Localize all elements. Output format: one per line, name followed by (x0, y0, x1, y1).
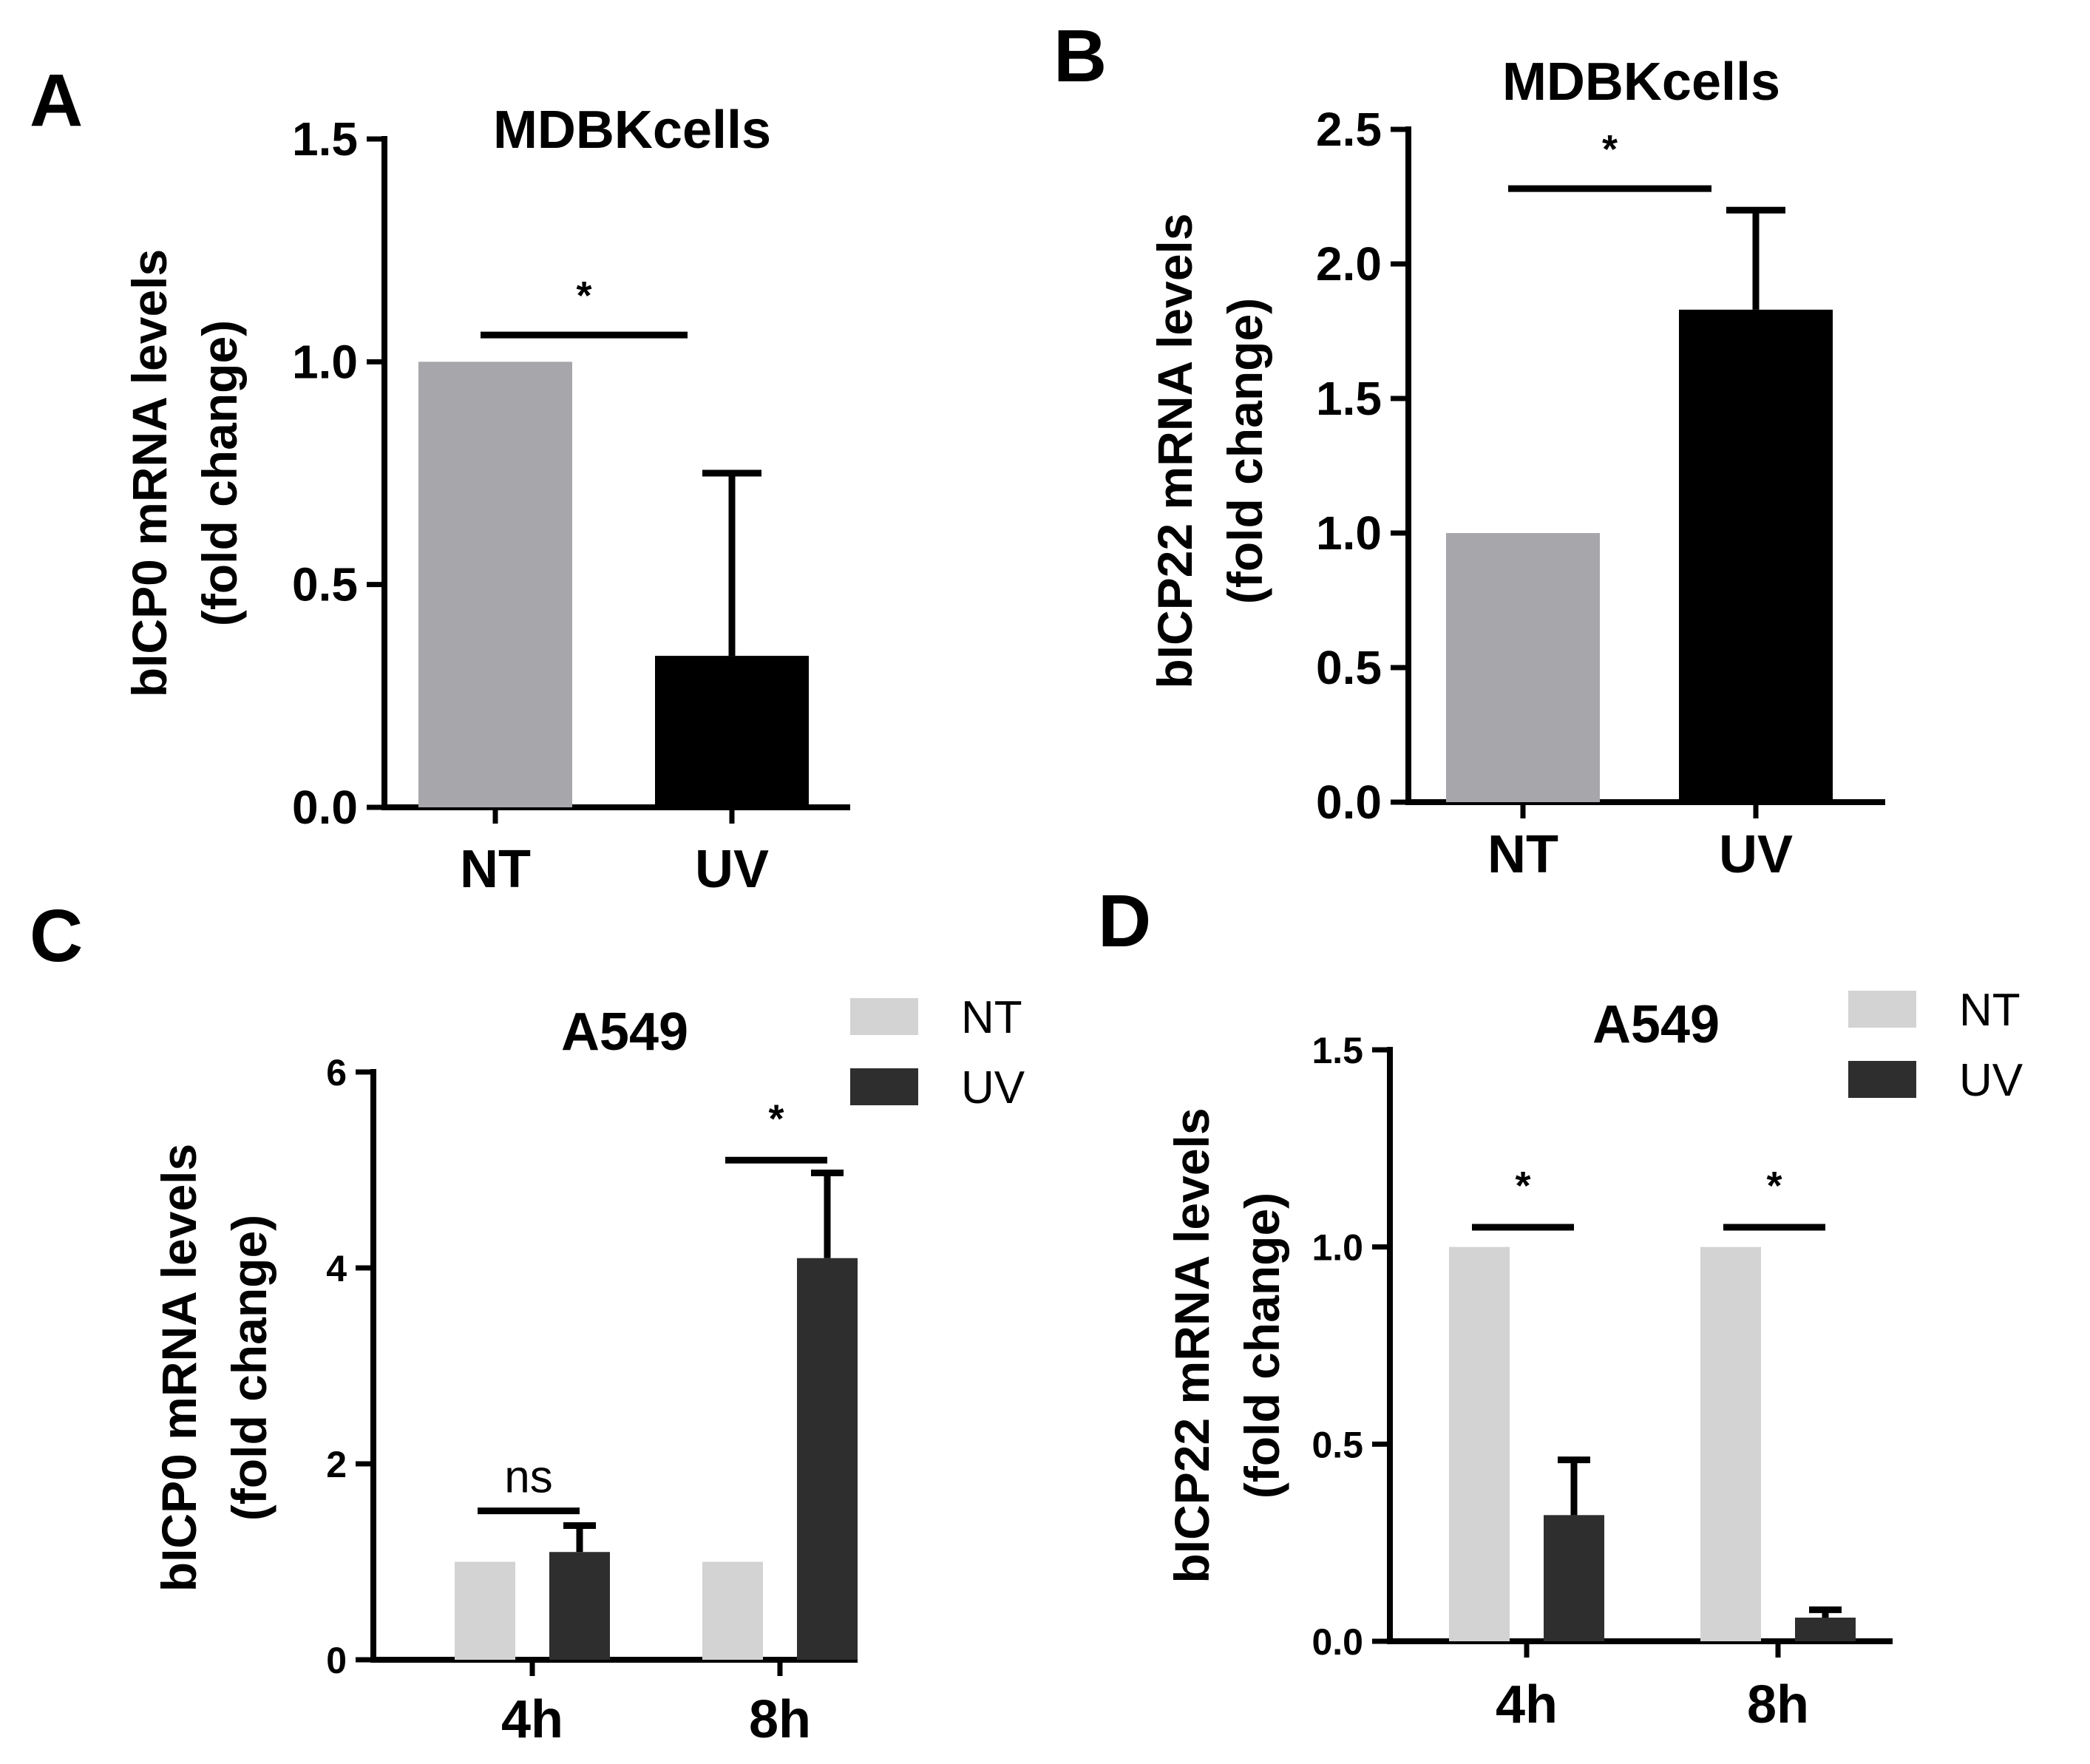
chart-title: A549 (1592, 995, 1720, 1054)
y-tick-label: 4 (326, 1248, 347, 1289)
y-axis-label-unit: (fold change) (1235, 1193, 1289, 1499)
chart-title: A549 (561, 1003, 688, 1062)
significance-label: * (1515, 1164, 1530, 1208)
legend-label: UV (1959, 1055, 2023, 1106)
chart-title: MDBKcells (1502, 52, 1780, 112)
y-tick-label: 6 (326, 1052, 347, 1093)
bar-nt (418, 362, 572, 807)
panel-label-c: C (30, 895, 83, 977)
y-tick-label: 0.0 (1312, 1621, 1363, 1663)
legend-swatch-uv (850, 1068, 918, 1105)
significance-label: * (576, 274, 591, 318)
x-tick-label: 8h (1747, 1675, 1809, 1734)
y-axis-label: bICP22 mRNA levels (1164, 1107, 1219, 1583)
x-tick-label: NT (460, 840, 531, 899)
y-tick-label: 2 (326, 1444, 347, 1485)
bar-uv-8h (1795, 1618, 1856, 1641)
legend-swatch-nt (850, 998, 918, 1035)
bar-uv-4h (1544, 1515, 1604, 1641)
y-tick-label: 2.5 (1316, 103, 1382, 156)
legend-swatch-nt (1848, 991, 1916, 1028)
y-tick-label: 2.0 (1316, 237, 1382, 291)
y-tick-label: 1.5 (1312, 1030, 1363, 1071)
x-tick-label: 4h (501, 1690, 563, 1749)
bar-uv-4h (549, 1552, 610, 1660)
y-tick-label: 1.0 (1312, 1227, 1363, 1269)
bar-uv (655, 656, 809, 807)
bar-uv-8h (797, 1258, 858, 1660)
bar-nt-8h (702, 1561, 763, 1660)
legend-label: NT (1959, 985, 2021, 1036)
significance-label: * (1766, 1164, 1782, 1208)
y-tick-label: 0.5 (1312, 1424, 1363, 1465)
bar-nt-8h (1700, 1246, 1761, 1641)
y-axis-label: bICP0 mRNA levels (122, 249, 177, 697)
chart-c: A549 bICP0 mRNA levels (fold change) 0 2 4 6 4h… (152, 992, 1025, 1749)
significance-label: * (1602, 127, 1618, 172)
y-tick-label: 0.5 (1316, 641, 1382, 694)
significance-label: * (768, 1096, 784, 1141)
chart-b: MDBKcells bICP22 mRNA levels (fold change)… (1147, 52, 1885, 884)
chart-a: MDBKcells bICP0 mRNA levels (fold change) 0… (122, 101, 850, 899)
panel-label-d: D (1098, 880, 1151, 963)
legend-label: UV (961, 1062, 1025, 1113)
panel-label-a: A (30, 59, 83, 142)
y-tick-label: 0 (326, 1640, 347, 1681)
y-axis-label-unit: (fold change) (222, 1215, 276, 1521)
x-tick-label: 4h (1496, 1675, 1558, 1734)
y-axis-label: bICP0 mRNA levels (152, 1144, 206, 1592)
y-tick-label: 1.5 (292, 112, 358, 166)
legend-swatch-uv (1848, 1061, 1916, 1098)
y-tick-label: 0.5 (292, 558, 358, 611)
y-tick-label: 0.0 (1316, 776, 1382, 829)
x-tick-label: NT (1487, 825, 1558, 884)
y-tick-label: 1.5 (1316, 372, 1382, 425)
bar-nt-4h (455, 1561, 515, 1660)
bar-nt (1446, 533, 1600, 802)
bar-uv (1679, 309, 1833, 802)
x-tick-label: UV (1719, 825, 1793, 884)
chart-d: A549 bICP22 mRNA levels (fold change) 0.0 0.… (1164, 985, 2023, 1734)
bar-nt-4h (1449, 1246, 1510, 1641)
significance-label: ns (504, 1452, 552, 1503)
y-tick-label: 1.0 (1316, 506, 1382, 560)
legend-label: NT (961, 992, 1022, 1043)
panel-label-b: B (1054, 15, 1107, 98)
y-axis-label-unit: (fold change) (1218, 298, 1272, 604)
x-tick-label: UV (695, 840, 769, 899)
x-tick-label: 8h (749, 1690, 811, 1749)
y-axis-label-unit: (fold change) (192, 320, 247, 626)
y-axis-label: bICP22 mRNA levels (1147, 213, 1202, 688)
y-tick-label: 1.0 (292, 335, 358, 388)
y-tick-label: 0.0 (292, 781, 358, 834)
chart-title: MDBKcells (493, 101, 771, 160)
